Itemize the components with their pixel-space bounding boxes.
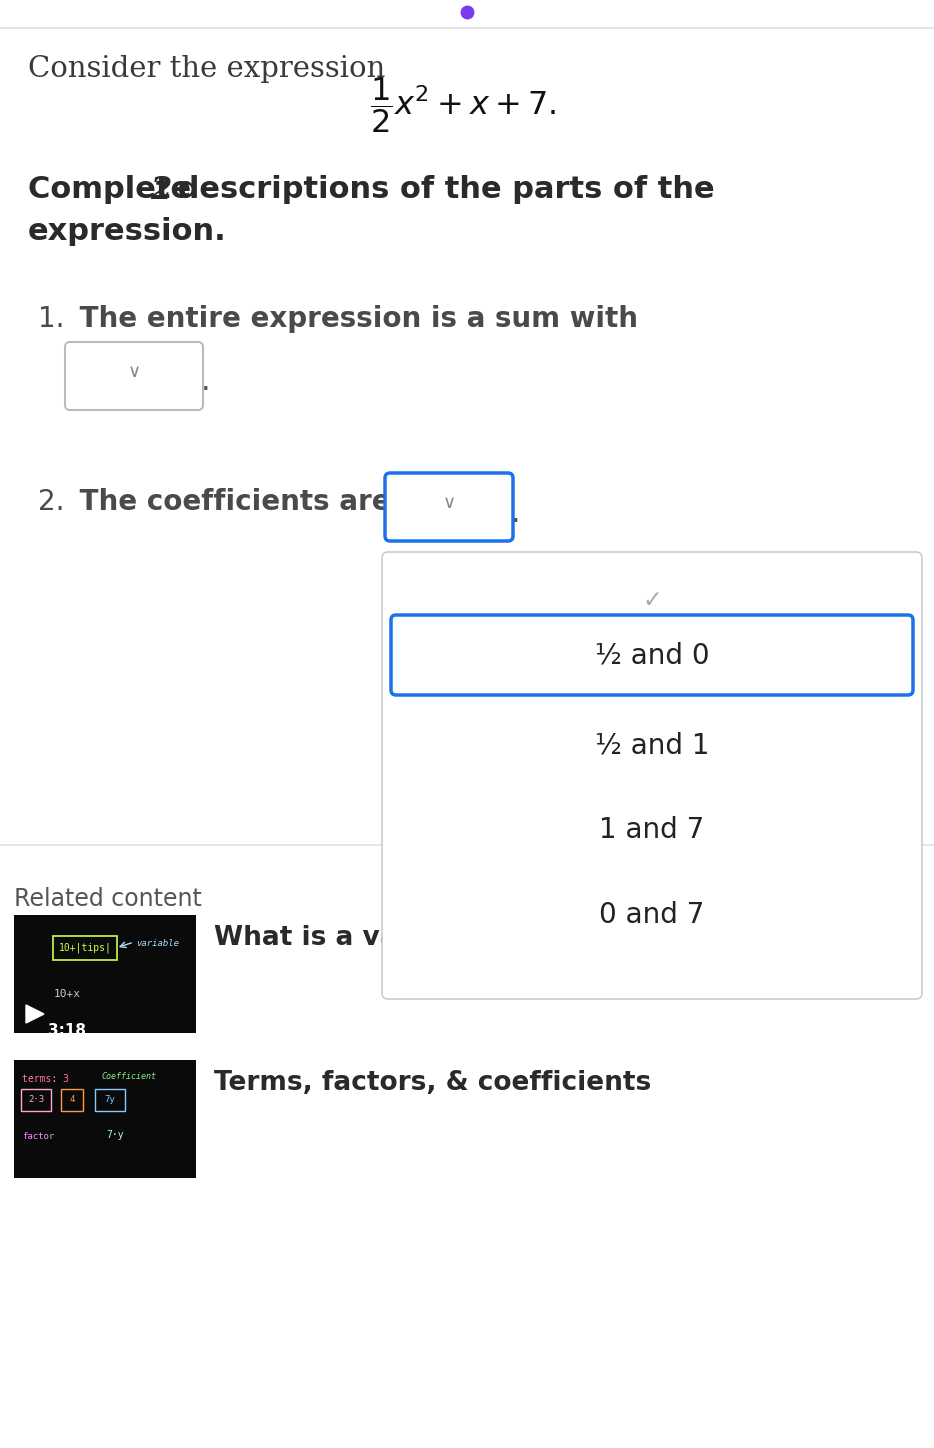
Text: 7·y: 7·y <box>106 1129 123 1140</box>
Text: terms: 3: terms: 3 <box>22 1074 69 1085</box>
Text: descriptions of the parts of the: descriptions of the parts of the <box>167 175 715 204</box>
Text: variable: variable <box>136 938 179 948</box>
Text: .: . <box>201 368 211 397</box>
Text: 7y: 7y <box>105 1096 116 1105</box>
Text: factor: factor <box>22 1132 54 1141</box>
Text: Consider the expression: Consider the expression <box>28 55 394 83</box>
Text: ∨: ∨ <box>443 494 456 513</box>
Text: expression.: expression. <box>28 217 227 246</box>
FancyBboxPatch shape <box>391 615 913 695</box>
Text: ∨: ∨ <box>127 363 140 381</box>
Text: 10+x: 10+x <box>54 989 81 999</box>
Text: The entire expression is a sum with: The entire expression is a sum with <box>70 306 638 333</box>
FancyBboxPatch shape <box>385 473 513 542</box>
Text: 1.: 1. <box>38 306 64 333</box>
Text: .: . <box>511 498 520 527</box>
Text: 0 and 7: 0 and 7 <box>600 901 704 930</box>
Text: 2.: 2. <box>38 488 64 515</box>
Text: ✓: ✓ <box>643 588 662 613</box>
Text: Coefficient: Coefficient <box>102 1072 157 1082</box>
FancyBboxPatch shape <box>14 1060 196 1179</box>
FancyBboxPatch shape <box>65 342 203 410</box>
FancyBboxPatch shape <box>14 915 196 1032</box>
Text: Complete: Complete <box>28 175 202 204</box>
Text: Terms, factors, & coefficients: Terms, factors, & coefficients <box>214 1070 651 1096</box>
Text: The coefficients are: The coefficients are <box>70 488 390 515</box>
Text: 4: 4 <box>69 1096 75 1105</box>
Text: What is a vari: What is a vari <box>214 925 419 951</box>
FancyBboxPatch shape <box>382 552 922 999</box>
Text: 3:18: 3:18 <box>48 1022 86 1038</box>
Polygon shape <box>26 1005 44 1022</box>
Text: 1 and 7: 1 and 7 <box>600 817 704 844</box>
Text: $\dfrac{1}{2}x^2 + x + 7.$: $\dfrac{1}{2}x^2 + x + 7.$ <box>370 75 557 135</box>
Text: 2: 2 <box>150 175 171 206</box>
Text: ½ and 0: ½ and 0 <box>595 641 709 669</box>
Text: ½ and 1: ½ and 1 <box>595 731 709 759</box>
Text: 10+|tips|: 10+|tips| <box>59 943 111 953</box>
Text: 2·3: 2·3 <box>28 1096 44 1105</box>
Text: Related content: Related content <box>14 888 202 911</box>
